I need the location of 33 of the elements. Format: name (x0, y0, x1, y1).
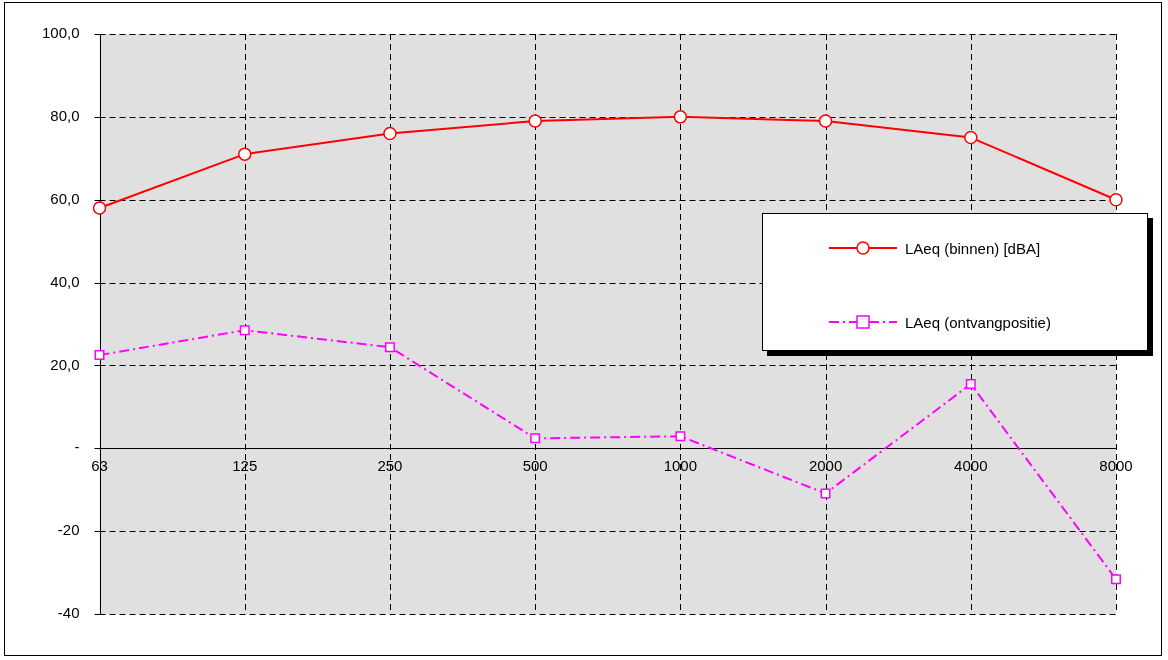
point (818, 114, 833, 128)
point (530, 433, 541, 444)
x-tick-label: 2000 (808, 457, 843, 475)
x-tick-label: 1000 (663, 457, 698, 475)
x-tick-label: 500 (522, 457, 548, 475)
point (92, 201, 107, 215)
point (528, 114, 542, 128)
y-tick-label: 20,0 (50, 355, 80, 373)
point (94, 350, 105, 361)
point (673, 110, 688, 124)
point (964, 130, 978, 145)
x-tick-label: 8000 (1099, 457, 1133, 475)
x-tick-label: 4000 (954, 457, 988, 475)
point (384, 342, 395, 353)
legend-label: LAeq (binnen) [dBA] (905, 239, 1041, 257)
y-tick-label: - (74, 438, 80, 456)
x-tick-label: 250 (377, 457, 403, 475)
x-tick-label: 125 (232, 457, 258, 475)
point (1111, 574, 1121, 585)
y-tick-label: 60,0 (50, 189, 80, 207)
point (1109, 192, 1123, 207)
point (965, 379, 976, 390)
y-tick-label: -40 (57, 604, 80, 622)
point (238, 147, 252, 161)
y-tick-label: 40,0 (50, 272, 80, 290)
legend-label: LAeq (ontvangpositie) (905, 313, 1051, 331)
point (820, 488, 831, 499)
y-tick-label: -20 (57, 521, 80, 539)
y-tick-label: 80,0 (50, 107, 80, 124)
point (239, 325, 250, 336)
point (383, 126, 397, 141)
y-tick-label: 100,0 (41, 24, 80, 42)
point (675, 431, 686, 442)
